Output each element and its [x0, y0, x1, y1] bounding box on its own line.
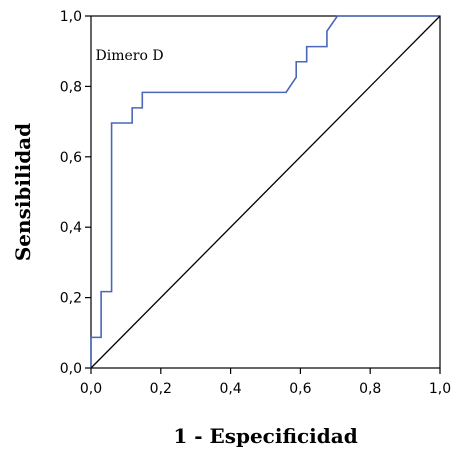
x-tick-label: 0,6 — [289, 381, 311, 397]
y-tick-label: 0,0 — [60, 361, 82, 377]
x-axis-title: 1 - Especificidad — [173, 424, 357, 448]
series-annotation-label: Dimero D — [96, 48, 164, 64]
reference-diagonal-line — [90, 15, 441, 369]
y-tick-label: 0,4 — [60, 220, 82, 236]
y-tick-label: 0,8 — [60, 79, 82, 95]
x-tick-label: 0,2 — [150, 381, 172, 397]
x-tick-label: 1,0 — [429, 381, 451, 397]
y-tick-label: 1,0 — [60, 9, 82, 25]
plot-frame — [90, 15, 441, 369]
series-line-dimero-d — [90, 15, 440, 368]
y-tick-label: 0,2 — [60, 291, 82, 307]
x-tick-label: 0,4 — [219, 381, 241, 397]
x-tick-label: 0,8 — [359, 381, 381, 397]
y-axis-title: Sensibilidad — [11, 123, 35, 261]
x-tick-label: 0,0 — [80, 381, 102, 397]
y-tick-label: 0,6 — [60, 150, 82, 166]
